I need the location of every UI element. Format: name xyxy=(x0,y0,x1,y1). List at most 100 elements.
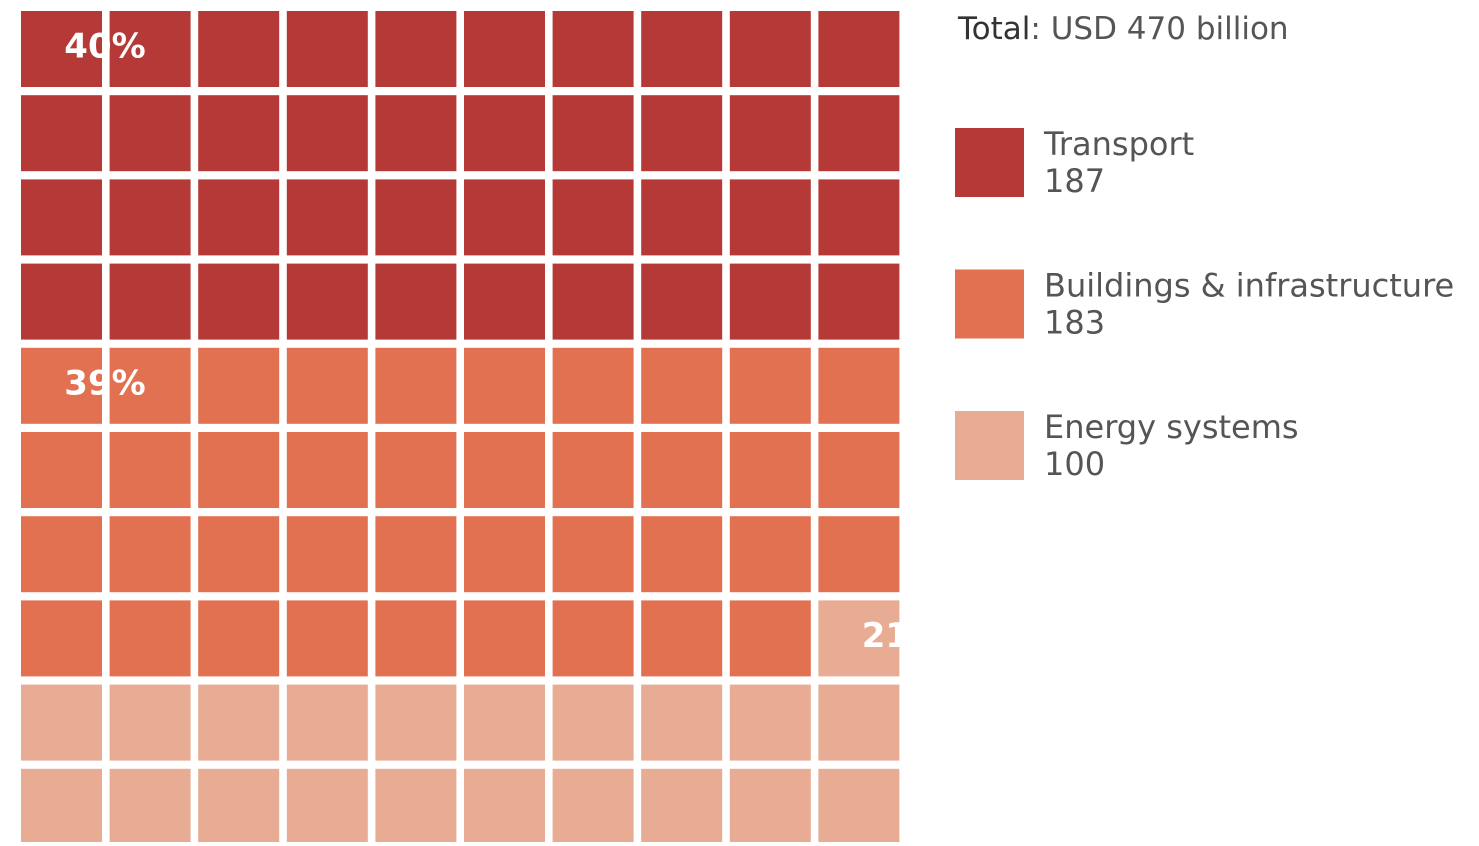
waffle-cell xyxy=(464,95,545,172)
waffle-cell xyxy=(375,432,457,508)
waffle-cell xyxy=(109,347,191,424)
waffle-cell xyxy=(21,684,102,761)
waffle-cell xyxy=(729,263,811,340)
waffle-cell xyxy=(552,684,634,761)
waffle-cell xyxy=(109,11,191,87)
waffle-cell xyxy=(21,600,102,677)
legend-swatch xyxy=(955,128,1024,197)
legend-amount: 187 xyxy=(1044,162,1105,200)
waffle-cell xyxy=(198,95,280,172)
legend-label: Transport xyxy=(1043,125,1194,163)
waffle-cell xyxy=(464,11,545,87)
waffle-cell xyxy=(21,516,102,593)
waffle-cell xyxy=(552,347,634,424)
waffle-cell xyxy=(21,347,102,424)
waffle-cell xyxy=(109,516,191,593)
waffle-cell xyxy=(729,432,811,508)
waffle-cell xyxy=(464,684,545,761)
waffle-cell xyxy=(641,263,723,340)
waffle-cell xyxy=(198,516,280,593)
waffle-cell xyxy=(818,768,900,845)
waffle-cell xyxy=(552,516,634,593)
waffle-cell xyxy=(641,432,723,508)
waffle-cell xyxy=(729,347,811,424)
waffle-cell xyxy=(286,11,368,87)
waffle-cell xyxy=(375,768,457,845)
waffle-cell xyxy=(641,179,723,256)
waffle-cell xyxy=(375,600,457,677)
waffle-cell xyxy=(375,95,457,172)
waffle-cell xyxy=(729,684,811,761)
waffle-cell xyxy=(109,432,191,508)
waffle-cell xyxy=(21,179,102,256)
value-label: 40% xyxy=(64,27,145,67)
waffle-cell xyxy=(21,11,102,87)
waffle-cell xyxy=(464,347,545,424)
waffle-cell xyxy=(464,768,545,845)
legend-swatch xyxy=(955,411,1024,480)
waffle-cell xyxy=(464,516,545,593)
waffle-cell xyxy=(729,516,811,593)
waffle-cell xyxy=(109,179,191,256)
waffle-cell xyxy=(818,684,900,761)
waffle-cell xyxy=(21,263,102,340)
waffle-cell xyxy=(198,179,280,256)
chart-title: Total: USD 470 billion xyxy=(957,11,1289,47)
legend-amount: 100 xyxy=(1044,445,1105,483)
waffle-cell xyxy=(375,263,457,340)
waffle-cell xyxy=(552,95,634,172)
waffle-cell xyxy=(286,600,368,677)
legend-label: Energy systems xyxy=(1044,408,1299,446)
value-label: 39% xyxy=(64,363,145,403)
waffle-cell xyxy=(818,347,900,424)
waffle-cell xyxy=(729,95,811,172)
waffle-cell xyxy=(198,347,280,424)
waffle-cell xyxy=(198,11,280,87)
waffle-cell xyxy=(198,432,280,508)
waffle-cell xyxy=(198,768,280,845)
legend-swatch xyxy=(955,269,1024,339)
waffle-cell xyxy=(552,768,634,845)
waffle-cell xyxy=(552,11,634,87)
waffle-cell xyxy=(109,95,191,172)
waffle-cell xyxy=(464,263,545,340)
waffle-cell xyxy=(641,347,723,424)
value-label: 21% xyxy=(862,616,943,656)
waffle-cell xyxy=(375,684,457,761)
waffle-cell xyxy=(286,768,368,845)
waffle-cell xyxy=(818,263,900,340)
waffle-cell xyxy=(286,684,368,761)
waffle-cell xyxy=(286,516,368,593)
waffle-cell xyxy=(818,11,900,87)
waffle-cell xyxy=(21,95,102,172)
waffle-cell xyxy=(286,95,368,172)
waffle-cell xyxy=(641,684,723,761)
waffle-cell xyxy=(375,11,457,87)
waffle-cell xyxy=(109,684,191,761)
waffle-cell xyxy=(552,600,634,677)
waffle-cell xyxy=(818,432,900,508)
waffle-cell xyxy=(375,347,457,424)
legend-label: Buildings & infrastructure xyxy=(1044,267,1454,305)
waffle-cell xyxy=(286,179,368,256)
waffle-cell xyxy=(21,432,102,508)
waffle-cell xyxy=(198,600,280,677)
waffle-cell xyxy=(109,263,191,340)
waffle-cell xyxy=(641,11,723,87)
waffle-cell xyxy=(464,432,545,508)
waffle-cell xyxy=(464,600,545,677)
waffle-cell xyxy=(729,179,811,256)
waffle-cell xyxy=(286,347,368,424)
waffle-cell xyxy=(641,95,723,172)
waffle-cell xyxy=(198,684,280,761)
waffle-cell xyxy=(641,516,723,593)
title-label: Total xyxy=(957,11,1030,47)
title-text: : USD 470 billion xyxy=(1030,11,1288,47)
waffle-cell xyxy=(818,179,900,256)
waffle-cell xyxy=(641,768,723,845)
waffle-cell xyxy=(552,432,634,508)
waffle-cell xyxy=(729,768,811,845)
waffle-cell xyxy=(198,263,280,340)
waffle-cell xyxy=(552,263,634,340)
